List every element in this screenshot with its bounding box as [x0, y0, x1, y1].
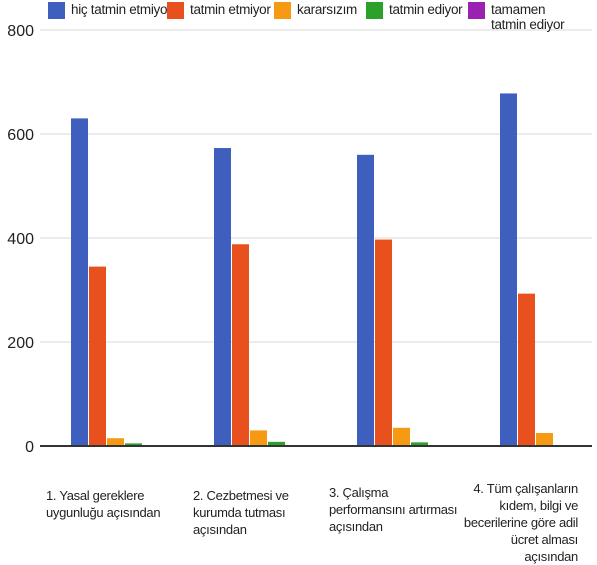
bar	[500, 93, 517, 446]
legend-swatch	[468, 2, 485, 19]
category-label-2: 2. Cezbetmesi ve kurumda tutması açısınd…	[193, 488, 289, 537]
category-label-1: 1. Yasal gereklere uygunluğu açısından	[46, 488, 161, 520]
bar	[250, 430, 267, 446]
bar	[411, 442, 428, 446]
bar	[214, 148, 231, 447]
legend-swatch	[48, 2, 65, 19]
legend-label: tatmin etmiyor	[190, 2, 271, 17]
legend-item-kararsizim[interactable]: kararsızım	[274, 2, 357, 19]
y-tick-label: 200	[7, 335, 34, 352]
bar	[536, 433, 553, 446]
bar	[268, 441, 285, 446]
legend-swatch	[167, 2, 184, 19]
legend-item-hic-tatmin-etmiyor[interactable]: hiç tatmin etmiyor	[48, 2, 172, 19]
bar	[107, 438, 124, 446]
bar	[232, 244, 249, 446]
legend-label: tatmin ediyor	[389, 2, 463, 17]
legend-label: hiç tatmin etmiyor	[71, 2, 172, 17]
legend-item-tatmin-ediyor[interactable]: tatmin ediyor	[366, 2, 463, 19]
bar	[89, 266, 106, 446]
legend-label: kararsızım	[297, 2, 358, 17]
bar	[518, 293, 535, 446]
category-label-3: 3. Çalışma performansını artırması açısı…	[329, 485, 458, 534]
legend-swatch	[366, 2, 383, 19]
y-tick-label: 0	[25, 439, 34, 456]
legend: hiç tatmin etmiyor tatmin etmiyor karars…	[48, 2, 593, 64]
bar	[71, 118, 88, 447]
y-tick-label: 800	[7, 23, 34, 40]
legend-item-tamamen-tatmin-ediyor[interactable]: tamamen tatmin ediyor	[468, 2, 580, 32]
y-tick-label: 400	[7, 231, 34, 248]
legend-item-tatmin-etmiyor[interactable]: tatmin etmiyor	[167, 2, 271, 19]
category-label-4: 4. Tüm çalışanların kıdem, bilgi ve bece…	[463, 481, 578, 564]
y-tick-label: 600	[7, 127, 34, 144]
bar	[393, 427, 410, 446]
legend-label: tamamen tatmin ediyor	[491, 2, 565, 32]
bar	[357, 154, 374, 447]
bar	[125, 443, 142, 446]
bar	[375, 239, 392, 446]
legend-swatch	[274, 2, 291, 19]
